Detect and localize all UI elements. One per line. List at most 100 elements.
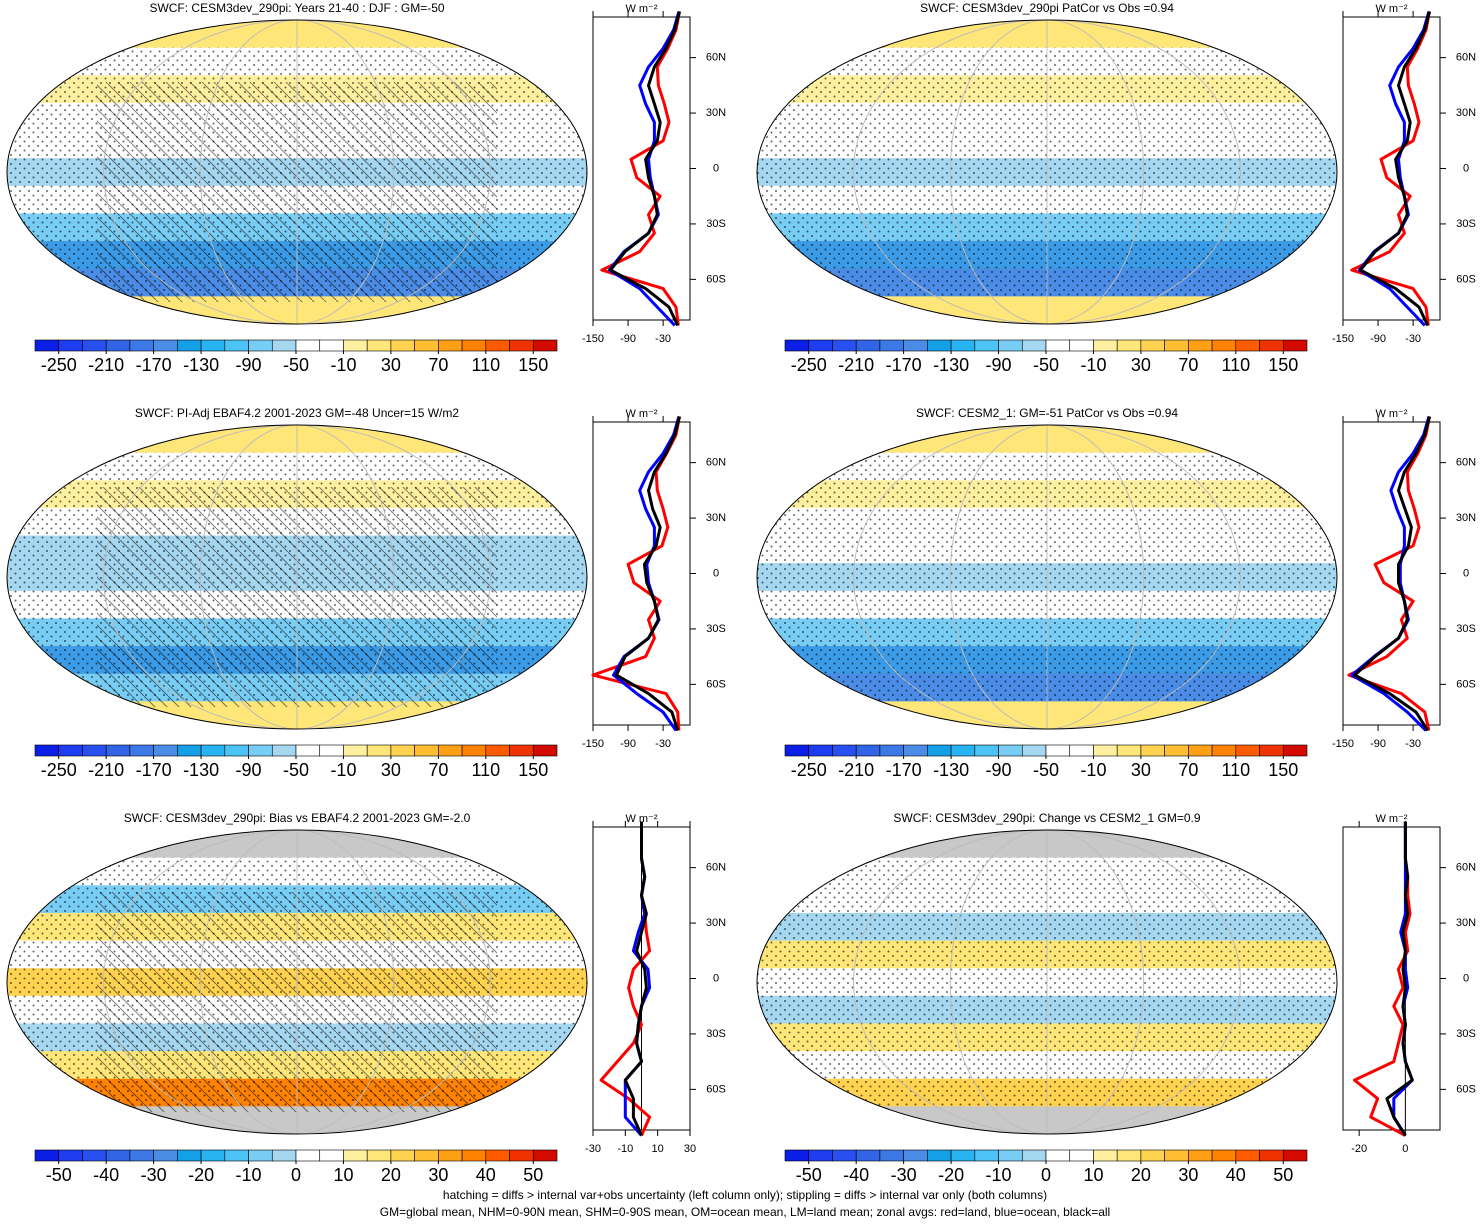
colorbar-box (272, 745, 296, 756)
x-tick-label: -30 (585, 1143, 601, 1155)
x-tick-label: -30 (655, 333, 671, 345)
colorbar-label: 20 (1131, 1165, 1151, 1185)
zonal-line (1359, 12, 1429, 326)
colorbar-box (201, 340, 225, 351)
colorbar-box (1046, 745, 1070, 756)
colorbar-box (130, 340, 154, 351)
colorbar-label: -10 (1080, 355, 1106, 375)
colorbar-box (391, 1150, 415, 1161)
colorbar-box (367, 340, 391, 351)
unit-label: W m⁻² (625, 408, 657, 420)
colorbar-label: -210 (88, 760, 124, 780)
colorbar-label: -250 (791, 355, 827, 375)
colorbar-box (438, 1150, 462, 1161)
colorbar-label: -40 (93, 1165, 119, 1185)
colorbar-box (343, 745, 367, 756)
colorbar-label: -90 (986, 760, 1012, 780)
colorbar-box (832, 1150, 856, 1161)
colorbar-label: -50 (796, 1165, 822, 1185)
colorbar-label: -10 (236, 1165, 262, 1185)
colorbar-label: 110 (1221, 760, 1250, 780)
colorbar-label: -250 (41, 760, 77, 780)
map (7, 20, 587, 325)
y-tick-label: 30S (1456, 1028, 1476, 1040)
y-tick-label: 60S (1456, 678, 1476, 690)
y-tick-label: 0 (1463, 972, 1469, 984)
colorbar-box (904, 1150, 928, 1161)
colorbar-label: 150 (518, 760, 548, 780)
colorbar-box (904, 340, 928, 351)
colorbar-label: 0 (1041, 1165, 1051, 1185)
y-tick-label: 30N (706, 107, 726, 119)
colorbar-box (1260, 1150, 1284, 1161)
colorbar-box (1117, 745, 1141, 756)
y-tick-label: 60S (706, 1083, 726, 1095)
colorbar-box (533, 745, 557, 756)
colorbar-box (1046, 340, 1070, 351)
colorbar-label: 150 (518, 355, 548, 375)
colorbar-label: -50 (1033, 355, 1059, 375)
x-tick-label: -10 (617, 1143, 633, 1155)
colorbar-label: -50 (283, 355, 309, 375)
colorbar-label: -170 (136, 760, 172, 780)
colorbar-box (510, 1150, 534, 1161)
x-tick-label: 30 (684, 1143, 696, 1155)
colorbar-box (272, 340, 296, 351)
colorbar-box (343, 340, 367, 351)
colorbar-box (130, 745, 154, 756)
colorbar-box (927, 1150, 951, 1161)
colorbar-box (1236, 340, 1260, 351)
colorbar-box (1093, 1150, 1117, 1161)
colorbar-box (1283, 745, 1307, 756)
colorbar-box (999, 1150, 1023, 1161)
y-tick-label: 60S (706, 273, 726, 285)
colorbar-box (951, 1150, 975, 1161)
colorbar-box (82, 1150, 106, 1161)
zonal-line (1352, 12, 1430, 326)
colorbar-box (856, 340, 880, 351)
y-tick-label: 30N (1456, 512, 1476, 524)
colorbar-box (1117, 1150, 1141, 1161)
colorbar-box (1117, 340, 1141, 351)
panel-title: SWCF: CESM2_1: GM=-51 PatCor vs Obs =0.9… (916, 406, 1178, 420)
colorbar-box (1046, 1150, 1070, 1161)
colorbar-label: 30 (381, 355, 401, 375)
colorbar-box (59, 340, 83, 351)
colorbar-label: -90 (986, 355, 1012, 375)
colorbar-box (462, 1150, 486, 1161)
colorbar-box (1070, 1150, 1094, 1161)
colorbar-box (462, 745, 486, 756)
y-tick-label: 30S (706, 623, 726, 635)
colorbar-box (533, 340, 557, 351)
colorbar-label: -50 (283, 760, 309, 780)
unit-label: W m⁻² (625, 3, 657, 15)
colorbar-box (154, 1150, 178, 1161)
colorbar-label: -130 (933, 355, 969, 375)
map (7, 425, 587, 730)
colorbar-label: 20 (381, 1165, 401, 1185)
note: hatching = diffs > internal var+obs unce… (443, 1188, 1047, 1202)
colorbar-label: -210 (88, 355, 124, 375)
colorbar-box (975, 340, 999, 351)
x-tick-label: -150 (1332, 738, 1354, 750)
x-tick-label: -150 (582, 738, 604, 750)
colorbar-box (1070, 745, 1094, 756)
colorbar-box (35, 340, 59, 351)
y-tick-label: 0 (713, 567, 719, 579)
colorbar-box (1165, 340, 1189, 351)
colorbar-box (975, 1150, 999, 1161)
colorbar-box (1260, 340, 1284, 351)
colorbar-box (1022, 745, 1046, 756)
colorbar-box (856, 745, 880, 756)
y-tick-label: 60N (706, 52, 726, 64)
colorbar-box (809, 1150, 833, 1161)
zonal-line (602, 12, 680, 326)
colorbar-box (1093, 340, 1117, 351)
colorbar-box (201, 745, 225, 756)
colorbar-label: 30 (428, 1165, 448, 1185)
colorbar-box (106, 1150, 130, 1161)
colorbar-box (320, 340, 344, 351)
colorbar-label: -50 (46, 1165, 72, 1185)
map (757, 20, 1337, 325)
colorbar-label: -170 (886, 760, 922, 780)
